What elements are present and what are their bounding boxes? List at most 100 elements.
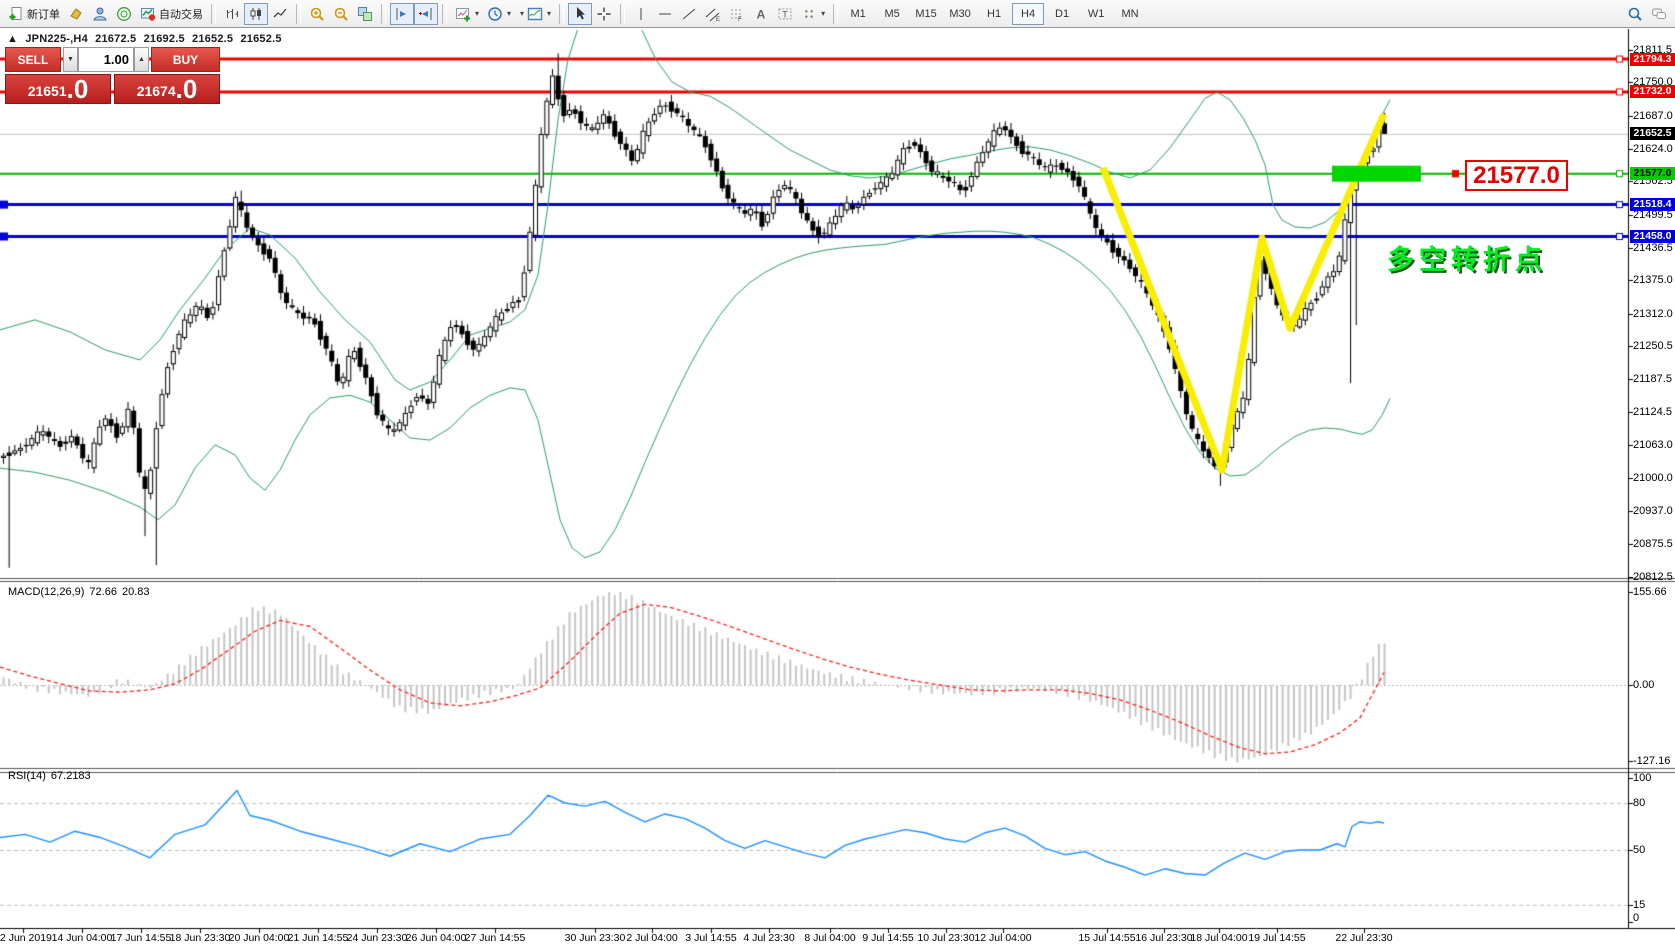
chart-ohlc-header: ▲ JPN225-,H4 21672.5 21692.5 21652.5 216… (7, 33, 286, 45)
toolbar-separator (381, 3, 386, 24)
zoom-out-button[interactable] (329, 3, 353, 25)
data-window-icon (117, 6, 131, 21)
price-axis-label: 21375.0 (1633, 274, 1673, 287)
pivot-annotation[interactable]: 多空转折点 (1387, 245, 1547, 275)
trendline-button[interactable] (677, 3, 701, 25)
time-axis-label: 26 Jun 04:00 (405, 932, 467, 944)
svg-text:F: F (738, 17, 742, 22)
time-axis-label: 2 Jul 04:00 (626, 932, 678, 944)
low-value: 21652.5 (192, 33, 234, 45)
price-axis-label: 20937.0 (1633, 505, 1673, 518)
price-axis-label: 21624.0 (1633, 142, 1673, 155)
search-button[interactable] (1623, 3, 1647, 25)
dropdown-caret-icon: ▾ (475, 9, 480, 18)
time-axis-label: 21 Jun 14:55 (287, 932, 349, 944)
time-axis-label: 19 Jul 14:55 (1248, 932, 1306, 944)
tile-windows-icon (358, 6, 372, 21)
timeframe-button-M1[interactable]: M1 (850, 7, 866, 20)
rsi-scale-label: 15 (1633, 898, 1646, 911)
price-tag: 21518.4 (1630, 198, 1675, 212)
timeframe-button-H4[interactable]: H4 (1012, 2, 1045, 25)
timeframe-button-W1[interactable]: W1 (1087, 7, 1105, 20)
fibonacci-button[interactable]: F (725, 3, 749, 25)
bar-chart-icon (227, 8, 238, 19)
template-icon (527, 7, 543, 20)
toolbar: 新订单 自动交易 (0, 0, 1675, 28)
price-axis-label: 21687.0 (1633, 109, 1673, 122)
time-axis-label: 27 Jun 14:55 (464, 932, 526, 944)
templates-button[interactable]: ▾ ▾ (515, 3, 555, 25)
periods-button[interactable]: ▾ (483, 3, 515, 25)
text-button[interactable]: A (749, 3, 773, 25)
chart-shift-button[interactable] (414, 2, 438, 25)
bar-chart-button[interactable] (220, 3, 244, 25)
macd-name: MACD(12,26,9) (8, 586, 85, 598)
profile-button[interactable] (88, 3, 112, 25)
buy-price-pips: .0 (175, 74, 198, 104)
timeframe-button-D1[interactable]: D1 (1055, 7, 1070, 20)
time-axis-label: 22 Jul 23:30 (1335, 932, 1393, 944)
text-icon: A (757, 7, 766, 21)
buy-price-panel[interactable]: 21674 .0 (114, 74, 220, 104)
price-alert-label[interactable]: 21577.0 (1465, 160, 1568, 191)
tile-windows-button[interactable] (353, 3, 377, 25)
volume-down-button[interactable]: ▼ (63, 47, 78, 72)
styler-button[interactable] (64, 3, 88, 25)
chat-button[interactable] (1647, 3, 1671, 25)
text-label-icon: T (778, 8, 792, 19)
arrows-icon (805, 9, 814, 18)
candlestick-chart-button[interactable] (244, 2, 268, 25)
toolbar-separator (559, 3, 565, 24)
crosshair-button[interactable] (592, 3, 616, 25)
high-value: 21692.5 (143, 33, 185, 45)
volume-input[interactable]: 1.00 (78, 47, 134, 72)
toolbar-separator (833, 3, 839, 24)
timeframe-button-M5[interactable]: M5 (884, 7, 900, 20)
macd-scale-label: 155.66 (1633, 586, 1667, 598)
auto-scroll-icon (396, 7, 406, 20)
svg-text:T: T (782, 9, 788, 19)
toolbar-separator (442, 3, 447, 24)
text-label-button[interactable]: T (773, 3, 797, 25)
cursor-button[interactable] (568, 2, 593, 25)
zoom-in-button[interactable] (305, 3, 329, 25)
horizontal-line-button[interactable] (653, 3, 677, 25)
time-axis-label: 12 Jun 2019 (0, 932, 52, 944)
search-icon (1628, 7, 1642, 21)
auto-scroll-button[interactable] (390, 2, 414, 25)
price-axis-label: 21436.5 (1633, 241, 1673, 254)
auto-trading-button[interactable]: 自动交易 (136, 3, 207, 25)
line-chart-button[interactable] (268, 3, 292, 25)
vertical-line-button[interactable] (629, 3, 653, 25)
rsi-value: 67.2183 (50, 770, 91, 782)
sell-price-pips: .0 (66, 74, 89, 104)
toolbar-separator (296, 3, 301, 24)
arrows-button[interactable]: ▾ (797, 3, 829, 25)
macd-signal-value: 20.83 (121, 586, 150, 598)
macd-scale-label: -127.16 (1633, 754, 1671, 767)
new-order-button[interactable]: 新订单 (4, 3, 64, 25)
sell-button[interactable]: SELL (5, 47, 61, 72)
crosshair-icon (597, 7, 611, 20)
time-axis-label: 16 Jul 23:30 (1135, 932, 1193, 944)
buy-button[interactable]: BUY (151, 47, 220, 72)
timeframe-button-M15[interactable]: M15 (915, 7, 937, 20)
indicators-button[interactable]: ▾ (451, 3, 483, 25)
svg-text:A: A (757, 7, 766, 21)
price-tag: 21458.0 (1630, 229, 1675, 243)
time-axis-label: 3 Jul 14:55 (685, 932, 737, 944)
channel-button[interactable]: E (701, 3, 725, 25)
rsi-scale-label: 80 (1633, 797, 1646, 809)
timeframe-button-H1[interactable]: H1 (987, 7, 1002, 20)
price-axis-label: 21063.0 (1633, 438, 1673, 451)
data-window-button[interactable] (112, 3, 136, 25)
timeframe-button-M30[interactable]: M30 (949, 7, 971, 20)
timeframe-button-MN[interactable]: MN (1121, 7, 1139, 20)
price-axis-label: 21250.5 (1633, 339, 1673, 352)
volume-up-button[interactable]: ▲ (134, 47, 149, 72)
collapse-marker-icon[interactable]: ▲ (7, 33, 19, 45)
symbol-period: JPN225-,H4 (25, 33, 88, 45)
sell-price-panel[interactable]: 21651 .0 (5, 74, 111, 104)
